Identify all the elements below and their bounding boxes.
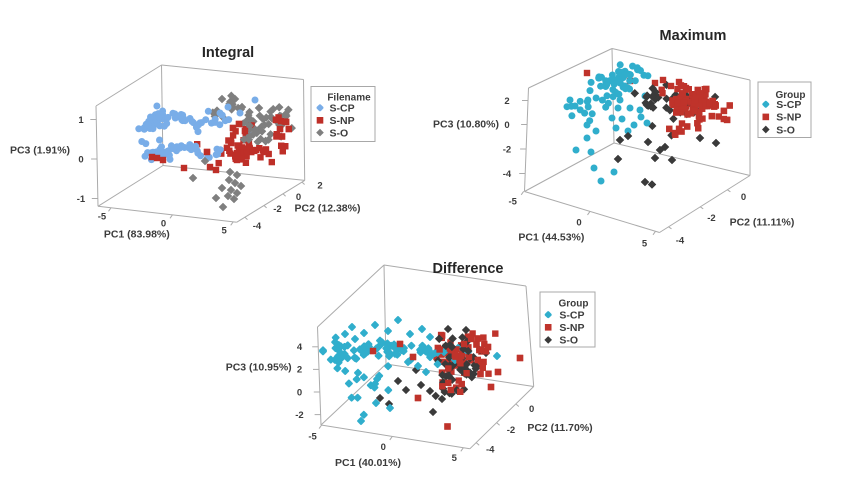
svg-text:-2: -2	[273, 204, 281, 215]
svg-text:0: 0	[78, 154, 83, 165]
svg-text:0: 0	[161, 219, 166, 230]
svg-text:2: 2	[317, 180, 322, 191]
svg-text:0: 0	[529, 404, 534, 415]
svg-text:Maximum: Maximum	[660, 28, 727, 44]
svg-text:PC2 (12.38%): PC2 (12.38%)	[295, 202, 361, 214]
svg-text:5: 5	[642, 239, 648, 250]
svg-text:PC3 (1.91%): PC3 (1.91%)	[10, 144, 70, 156]
svg-text:S-CP: S-CP	[330, 103, 355, 115]
svg-text:PC3 (10.95%): PC3 (10.95%)	[226, 362, 292, 374]
svg-text:-2: -2	[707, 213, 715, 224]
svg-text:-4: -4	[676, 235, 685, 246]
svg-text:1: 1	[78, 115, 84, 126]
svg-text:0: 0	[504, 120, 509, 131]
svg-text:S-CP: S-CP	[559, 310, 584, 322]
svg-text:PC1 (83.98%): PC1 (83.98%)	[104, 229, 170, 241]
svg-text:-1: -1	[77, 194, 86, 205]
svg-text:-2: -2	[507, 425, 515, 436]
svg-text:Filename: Filename	[327, 92, 371, 103]
svg-text:PC2 (11.70%): PC2 (11.70%)	[527, 422, 592, 434]
svg-text:5: 5	[222, 226, 228, 237]
svg-text:0: 0	[381, 442, 386, 453]
svg-text:PC3 (10.80%): PC3 (10.80%)	[433, 119, 499, 131]
svg-text:S-O: S-O	[776, 124, 795, 136]
svg-text:S-NP: S-NP	[330, 115, 355, 127]
svg-text:0: 0	[296, 192, 301, 203]
svg-text:2: 2	[297, 365, 302, 376]
svg-text:0: 0	[576, 217, 581, 228]
svg-text:-5: -5	[308, 431, 317, 442]
svg-text:4: 4	[297, 342, 303, 353]
svg-text:-5: -5	[508, 197, 517, 208]
svg-text:S-O: S-O	[559, 335, 578, 347]
svg-text:5: 5	[452, 453, 458, 464]
svg-text:Group: Group	[776, 90, 806, 101]
svg-text:-4: -4	[486, 445, 495, 456]
svg-text:S-NP: S-NP	[776, 112, 801, 124]
svg-text:-2: -2	[503, 144, 511, 155]
svg-text:-5: -5	[98, 211, 107, 222]
svg-text:Difference: Difference	[433, 261, 504, 277]
svg-text:S-NP: S-NP	[559, 322, 584, 334]
svg-text:PC1 (44.53%): PC1 (44.53%)	[518, 232, 584, 244]
svg-text:0: 0	[741, 192, 746, 203]
svg-text:Group: Group	[559, 299, 589, 310]
svg-text:0: 0	[297, 387, 302, 398]
svg-text:2: 2	[504, 96, 509, 107]
svg-text:PC1 (40.01%): PC1 (40.01%)	[335, 457, 401, 469]
svg-text:-2: -2	[295, 410, 303, 421]
svg-text:S-O: S-O	[330, 127, 349, 139]
svg-text:Integral: Integral	[202, 45, 254, 61]
svg-text:S-CP: S-CP	[776, 99, 801, 111]
svg-text:-4: -4	[503, 169, 512, 180]
svg-text:PC2 (11.11%): PC2 (11.11%)	[730, 217, 795, 229]
svg-text:-4: -4	[253, 221, 262, 232]
